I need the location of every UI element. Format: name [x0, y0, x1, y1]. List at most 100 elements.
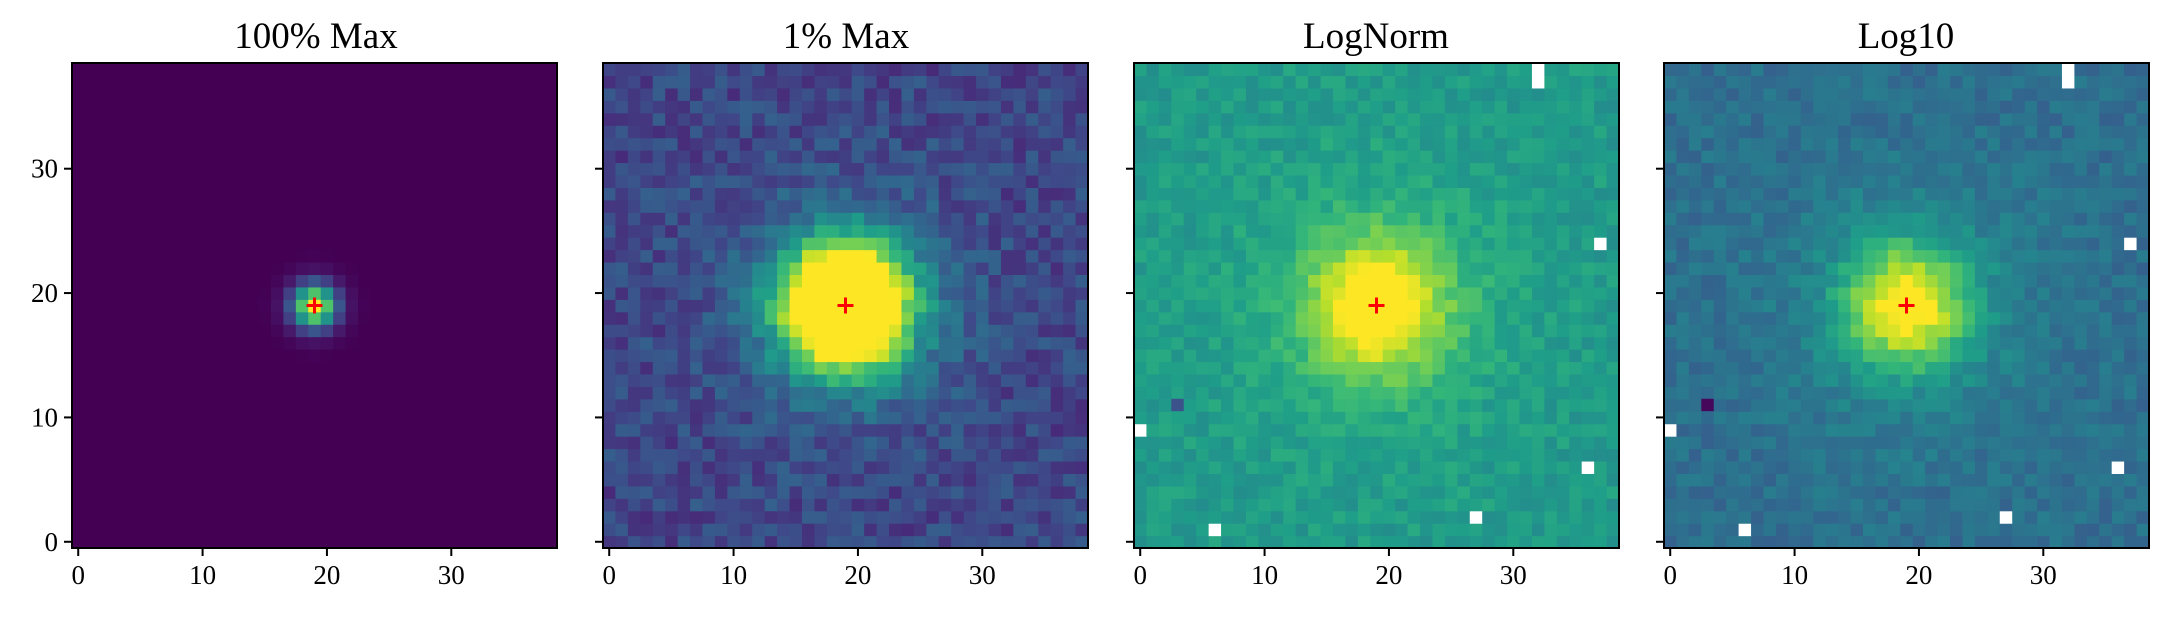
heatmap-cell	[1134, 523, 1148, 537]
heatmap-cell	[1420, 261, 1434, 276]
heatmap-cell	[1245, 212, 1259, 226]
heatmap-cell	[1013, 150, 1027, 164]
heatmap-cell	[544, 299, 558, 313]
heatmap-cell	[764, 112, 778, 126]
heatmap-cell	[1134, 473, 1148, 487]
heatmap-cell	[1320, 174, 1334, 188]
heatmap-cell	[1063, 299, 1077, 313]
heatmap-cell	[1134, 187, 1148, 201]
heatmap-cell	[826, 460, 840, 474]
heatmap-cell	[370, 386, 384, 400]
heatmap-cell	[752, 162, 766, 176]
heatmap-cell	[789, 436, 803, 450]
heatmap-cell	[1370, 535, 1384, 549]
heatmap-cell	[382, 212, 396, 226]
heatmap-cell	[370, 373, 384, 387]
heatmap-cell	[1469, 485, 1483, 499]
heatmap-cell	[1482, 336, 1496, 350]
heatmap-cell	[1420, 100, 1434, 114]
heatmap-cell	[2136, 485, 2150, 499]
heatmap-cell	[752, 473, 766, 487]
heatmap-cell	[420, 75, 434, 89]
heatmap-cell	[494, 336, 508, 350]
heatmap-cell	[1183, 398, 1197, 412]
heatmap-cell	[1925, 510, 1939, 524]
heatmap-cell	[702, 224, 716, 238]
heatmap-cell	[72, 274, 86, 288]
heatmap-cell	[1308, 460, 1322, 474]
heatmap-cell	[233, 473, 247, 487]
heatmap-cell	[1937, 498, 1951, 512]
heatmap-cell	[109, 286, 123, 300]
heatmap-cell	[901, 485, 915, 499]
heatmap-cell	[889, 224, 903, 238]
heatmap-cell	[801, 261, 816, 276]
heatmap-cell	[1063, 87, 1077, 101]
heatmap-cell	[1594, 336, 1608, 350]
heatmap-cell	[926, 473, 940, 487]
heatmap-cell	[1146, 174, 1160, 188]
heatmap-cell	[382, 187, 396, 201]
heatmap-cell	[96, 299, 110, 313]
heatmap-cell	[121, 398, 135, 412]
heatmap-cell	[233, 237, 247, 251]
heatmap-cell	[283, 237, 297, 251]
heatmap-cell	[96, 523, 110, 537]
heatmap-cell	[603, 274, 617, 288]
heatmap-cell	[1075, 162, 1089, 176]
heatmap-cell	[1283, 448, 1297, 462]
heatmap-cell	[640, 224, 654, 238]
heatmap-cell	[171, 125, 185, 139]
heatmap-cell	[1013, 237, 1027, 251]
heatmap-cell	[171, 162, 185, 176]
heatmap-cell	[1158, 174, 1172, 188]
heatmap-cell	[777, 498, 791, 512]
heatmap-cell	[1444, 386, 1458, 400]
heatmap-cell	[370, 411, 384, 425]
heatmap-cell	[1469, 274, 1483, 288]
heatmap-cell	[84, 324, 98, 338]
heatmap-cell	[1158, 311, 1172, 325]
heatmap-cell	[1332, 485, 1347, 499]
heatmap-cell	[777, 286, 791, 300]
heatmap-cell	[1519, 361, 1533, 375]
heatmap-cell	[1370, 87, 1384, 101]
heatmap-cell	[889, 299, 903, 313]
heatmap-cell	[1544, 336, 1558, 350]
heatmap-cell	[1519, 398, 1533, 412]
heatmap-cell	[764, 224, 778, 238]
heatmap-cell	[801, 398, 816, 412]
heatmap-cell	[532, 237, 546, 251]
heatmap-cell	[1519, 63, 1533, 77]
heatmap-cell	[764, 386, 778, 400]
heatmap-cell	[1432, 535, 1446, 549]
heatmap-cell	[1432, 473, 1446, 487]
heatmap-cell	[445, 398, 459, 412]
heatmap-cell	[1183, 75, 1197, 89]
heatmap-cell	[507, 386, 521, 400]
heatmap-cell	[1308, 373, 1322, 387]
heatmap-cell	[1469, 87, 1483, 101]
heatmap-cell	[976, 112, 990, 126]
heatmap-cells	[1134, 63, 1620, 549]
heatmap-cell	[938, 485, 952, 499]
heatmap-cell	[1233, 237, 1247, 251]
heatmap-cell	[1134, 100, 1148, 114]
heatmap-cell	[777, 174, 791, 188]
heatmap-cell	[1345, 311, 1359, 325]
heatmap-cell	[1482, 473, 1496, 487]
heatmap-cell	[1556, 485, 1570, 499]
heatmap-cell	[221, 212, 235, 226]
heatmap-cell	[1370, 75, 1384, 89]
heatmap-cell	[1221, 448, 1235, 462]
heatmap-cell	[183, 237, 197, 251]
heatmap-cell	[432, 373, 446, 387]
heatmap-cell	[1208, 485, 1222, 499]
heatmap-cell	[445, 423, 459, 437]
heatmap-cell	[96, 473, 110, 487]
heatmap-cell	[627, 311, 641, 325]
heatmap-cell	[727, 535, 741, 549]
heatmap-cell	[1063, 125, 1077, 139]
heatmap-cell	[1038, 286, 1052, 300]
heatmap-cell	[233, 112, 247, 126]
